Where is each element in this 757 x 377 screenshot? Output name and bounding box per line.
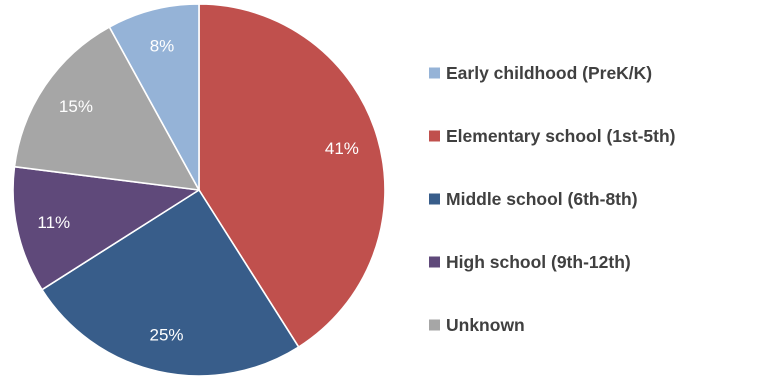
legend-item-high-school-9th-12th: High school (9th-12th) xyxy=(429,252,631,272)
legend-label-high-school-9th-12th: High school (9th-12th) xyxy=(446,252,631,272)
legend-swatch-unknown xyxy=(429,319,440,331)
pie-slice-high-school-9th-12th xyxy=(12,165,200,291)
legend-swatch-middle-school-6th-8th xyxy=(429,193,440,205)
pie-slice-unknown xyxy=(13,26,200,191)
legend-label-middle-school-6th-8th: Middle school (6th-8th) xyxy=(446,189,638,209)
legend-swatch-elementary-school-1st-5th xyxy=(429,130,440,142)
data-label-early-childhood-prek-k: 8% xyxy=(150,36,175,55)
pie-slice-early-childhood-prek-k xyxy=(108,3,200,191)
pie-slice-middle-school-6th-8th xyxy=(41,189,300,377)
data-label-unknown: 15% xyxy=(59,97,93,116)
legend-item-elementary-school-1st-5th: Elementary school (1st-5th) xyxy=(429,126,676,146)
legend-item-unknown: Unknown xyxy=(429,315,525,335)
legend: Early childhood (PreK/K) Elementary schoo… xyxy=(429,63,676,335)
pie-data-labels: 41% 25% 11% 15% 8% xyxy=(37,36,359,344)
pie-slices xyxy=(12,3,386,377)
legend-item-early-childhood-prek-k: Early childhood (PreK/K) xyxy=(429,63,652,83)
legend-item-middle-school-6th-8th: Middle school (6th-8th) xyxy=(429,189,638,209)
legend-swatch-high-school-9th-12th xyxy=(429,256,440,268)
legend-label-elementary-school-1st-5th: Elementary school (1st-5th) xyxy=(446,126,676,146)
legend-swatch-early-childhood-prek-k xyxy=(429,67,440,79)
data-label-high-school-9th-12th: 11% xyxy=(37,213,70,232)
data-label-middle-school-6th-8th: 25% xyxy=(150,326,184,345)
legend-label-unknown: Unknown xyxy=(446,315,525,335)
legend-label-early-childhood-prek-k: Early childhood (PreK/K) xyxy=(446,63,652,83)
data-label-elementary-school-1st-5th: 41% xyxy=(325,139,359,158)
pie-slice-elementary-school-1st-5th xyxy=(198,3,386,348)
